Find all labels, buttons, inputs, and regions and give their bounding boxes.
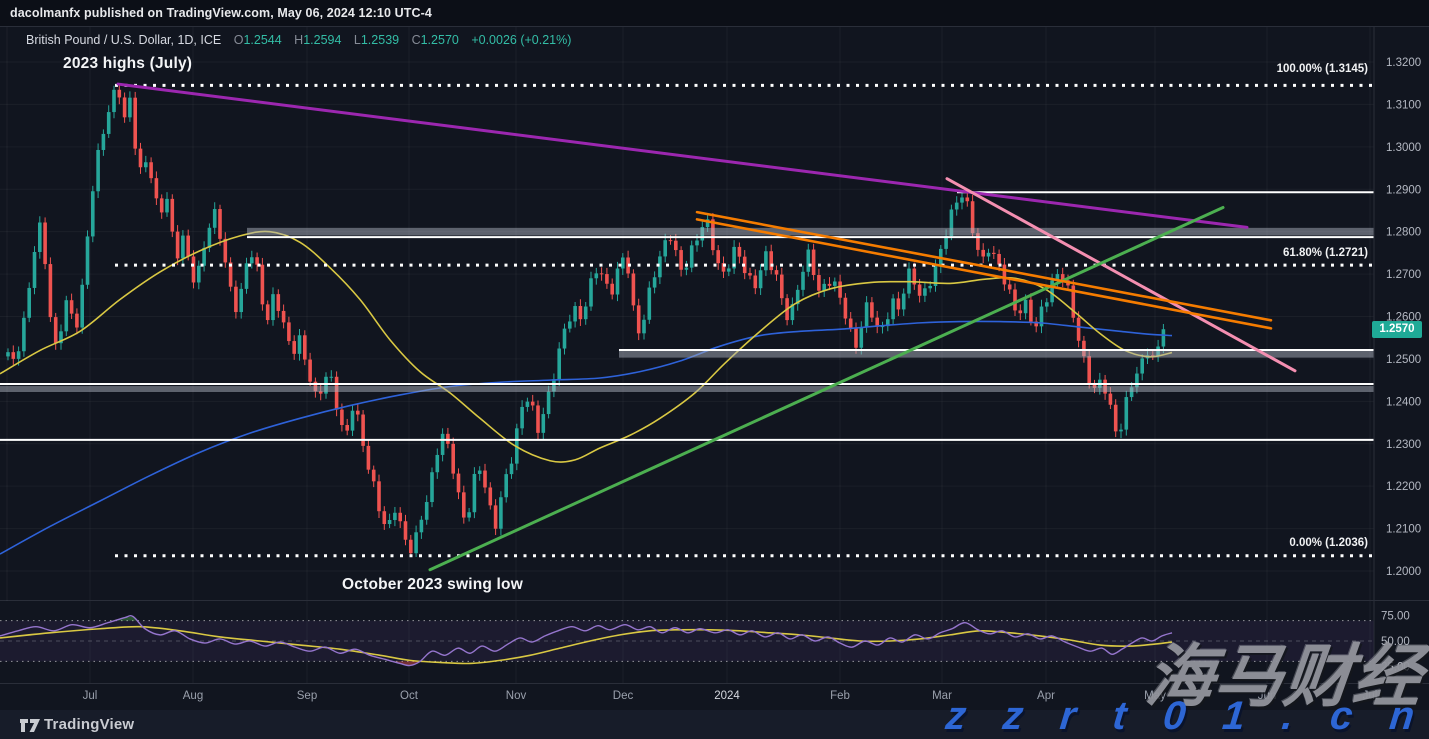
price-tick-label: 1.2500 (1386, 354, 1421, 366)
fib-label-100: 100.00% (1.3145) (1276, 63, 1368, 75)
symbol-header[interactable]: British Pound / U.S. Dollar, 1D, ICE O1.… (26, 33, 571, 47)
x-axis-label: Nov (505, 690, 527, 702)
price-axis[interactable]: 1.3200 1.3100 1.3000 1.2900 1.2800 1.2700 1.26… (1381, 57, 1421, 674)
time-axis[interactable]: Jul Aug Sep Oct Nov Dec 2024 Feb Mar Apr May Jun Jul (0, 684, 1429, 710)
sr-band-2[interactable] (619, 350, 1374, 358)
rsi-tick-label: 25.00 (1381, 662, 1410, 674)
x-axis-label: Jul (1362, 690, 1378, 702)
candles (6, 84, 1166, 558)
trendline-ascending-green[interactable] (428, 205, 1225, 572)
rsi-oversold-fill (392, 661, 420, 666)
price-tick-label: 1.3100 (1386, 99, 1421, 111)
x-axis-label: Sep (296, 690, 318, 702)
symbol-title: British Pound / U.S. Dollar, 1D, ICE (26, 33, 222, 47)
x-axis-label: Apr (1037, 690, 1055, 702)
price-tick-label: 1.2700 (1386, 269, 1421, 281)
rsi-ma-line (0, 625, 1173, 665)
sr-band-1[interactable] (247, 227, 1374, 236)
tradingview-logo-icon[interactable] (20, 718, 41, 733)
ma-fast-line (0, 230, 1173, 463)
price-tick-label: 1.2900 (1386, 184, 1421, 196)
last-price-badge: 1.2570 (1372, 321, 1422, 338)
ohlc-low-label: L (353, 33, 361, 47)
chart-area[interactable]: 1.3200 1.3100 1.3000 1.2900 1.2800 1.2700 1.26… (0, 27, 1429, 710)
ohlc-high-label: H (294, 33, 304, 47)
price-tick-label: 1.2000 (1386, 566, 1421, 578)
price-tick-label: 1.2800 (1386, 227, 1421, 239)
ohlc-low-value: 1.2539 (360, 33, 400, 47)
x-axis-label: Mar (932, 690, 952, 702)
trendline-descending-purple[interactable] (116, 82, 1249, 229)
ohlc-open-label: O (233, 33, 244, 47)
x-axis-label: Dec (612, 690, 634, 702)
tradingview-brand[interactable]: TradingView (44, 716, 135, 733)
price-tick-label: 1.2300 (1386, 439, 1421, 451)
price-tick-label: 1.2200 (1386, 481, 1421, 493)
x-axis-label: Jun (1257, 690, 1277, 702)
x-axis-label: 2024 (714, 690, 740, 702)
trendline-orange-channel-lower[interactable] (695, 218, 1273, 330)
annotation-2023-highs: 2023 highs (July) (63, 55, 193, 72)
ohlc-change: +0.0026 (+0.21%) (471, 33, 572, 47)
price-tick-label: 1.3000 (1386, 142, 1421, 154)
sr-band-3[interactable] (0, 386, 1374, 393)
x-axis-label: Aug (182, 690, 204, 702)
ma-slow-line (0, 320, 1173, 555)
x-axis-label: May (1144, 690, 1166, 702)
x-axis-label: Feb (830, 690, 850, 702)
price-tick-label: 1.3200 (1386, 57, 1421, 69)
fib-label-618: 61.80% (1.2721) (1282, 247, 1368, 259)
rsi-tick-label: 50.00 (1381, 636, 1410, 648)
rsi-line (0, 615, 1173, 667)
footer-bar: TradingView (0, 710, 1429, 739)
x-axis-label: Oct (400, 690, 418, 702)
ohlc-high-value: 1.2594 (303, 33, 342, 47)
ohlc-close-value: 1.2570 (420, 33, 459, 47)
price-tick-label: 1.2100 (1386, 524, 1421, 536)
chart-canvas[interactable]: 1.3200 1.3100 1.3000 1.2900 1.2800 1.2700 1.26… (0, 27, 1429, 684)
rsi-tick-label: 75.00 (1381, 611, 1410, 623)
rsi-band (0, 620, 1374, 662)
annotation-october-low: October 2023 swing low (342, 576, 523, 593)
publish-bar: dacolmanfx published on TradingView.com,… (0, 0, 1429, 27)
fib-label-0: 0.00% (1.2036) (1289, 537, 1368, 549)
trendline-descending-pink[interactable] (945, 177, 1297, 373)
publish-text: dacolmanfx published on TradingView.com,… (10, 6, 432, 20)
price-tick-label: 1.2400 (1386, 396, 1421, 408)
watermark-site: z z r t 0 1 . c n (943, 694, 1429, 738)
trendline-orange-channel-upper[interactable] (695, 210, 1273, 322)
x-axis-label: Jul (82, 690, 98, 702)
price-tick-label: 1.2600 (1386, 312, 1421, 324)
ohlc-open-value: 1.2544 (243, 33, 282, 47)
ohlc-close-label: C (411, 33, 421, 47)
